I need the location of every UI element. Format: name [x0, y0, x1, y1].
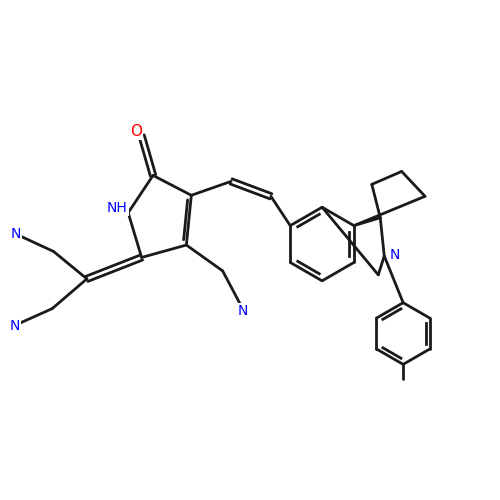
Text: N: N [11, 227, 22, 241]
Text: NH: NH [107, 200, 128, 214]
Text: N: N [390, 248, 400, 262]
Text: N: N [10, 318, 20, 332]
Text: N: N [238, 304, 248, 318]
Text: O: O [130, 124, 141, 139]
